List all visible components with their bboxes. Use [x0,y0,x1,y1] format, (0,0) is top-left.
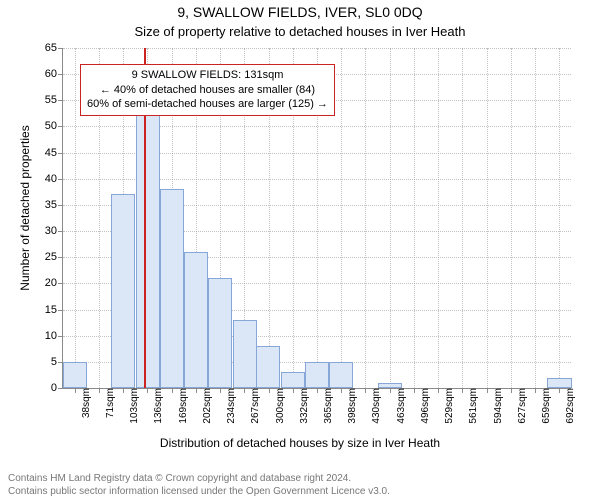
gridline-vertical [511,48,512,388]
chart-title-address: 9, SWALLOW FIELDS, IVER, SL0 0DQ [0,4,600,20]
x-tick-label: 169sqm [172,388,189,424]
x-tick-label: 300sqm [269,388,286,424]
histogram-bar [329,362,353,388]
x-tick-label: 267sqm [244,388,261,424]
histogram-bar [378,383,402,388]
footer-line1: Contains HM Land Registry data © Crown c… [8,472,390,485]
x-tick-label: 496sqm [414,388,431,424]
histogram-bar [184,252,208,388]
footer-line2: Contains public sector information licen… [8,485,390,498]
y-tick-label: 50 [45,120,63,132]
y-tick-label: 60 [45,68,63,80]
attribution-footer: Contains HM Land Registry data © Crown c… [8,472,390,498]
gridline-vertical [487,48,488,388]
x-tick-label: 202sqm [196,388,213,424]
histogram-bar [305,362,329,388]
y-tick-label: 55 [45,94,63,106]
x-tick-label: 594sqm [487,388,504,424]
x-tick-label: 136sqm [147,388,164,424]
x-tick-label: 103sqm [123,388,140,424]
x-tick-label: 38sqm [75,388,92,418]
histogram-bar [233,320,257,388]
x-tick-label: 234sqm [220,388,237,424]
y-tick-label: 0 [51,382,63,394]
x-tick-label: 332sqm [293,388,310,424]
x-tick-label: 692sqm [559,388,576,424]
histogram-bar [160,189,184,388]
histogram-bar [208,278,232,388]
x-tick-label: 365sqm [317,388,334,424]
histogram-bar [111,194,135,388]
annotation-line1: 9 SWALLOW FIELDS: 131sqm [87,68,328,83]
gridline-vertical [535,48,536,388]
chart-title-subtitle: Size of property relative to detached ho… [0,24,600,39]
gridline-vertical [414,48,415,388]
x-tick-label: 430sqm [365,388,382,424]
y-tick-label: 20 [45,277,63,289]
x-tick-label: 659sqm [535,388,552,424]
gridline-vertical [559,48,560,388]
x-tick-label: 529sqm [438,388,455,424]
x-tick-label: 398sqm [341,388,358,424]
x-tick-label: 71sqm [99,388,116,418]
gridline-vertical [341,48,342,388]
histogram-bar [281,372,305,388]
gridline-vertical [438,48,439,388]
y-tick-label: 35 [45,199,63,211]
x-tick-label: 561sqm [462,388,479,424]
gridline-vertical [75,48,76,388]
y-tick-label: 5 [51,356,63,368]
x-tick-label: 627sqm [511,388,528,424]
annotation-box: 9 SWALLOW FIELDS: 131sqm← 40% of detache… [80,64,335,117]
y-tick-label: 40 [45,173,63,185]
x-tick-label: 463sqm [390,388,407,424]
y-tick-label: 65 [45,42,63,54]
y-tick-label: 10 [45,330,63,342]
histogram-bar [136,111,160,388]
y-tick-label: 25 [45,251,63,263]
gridline-vertical [365,48,366,388]
annotation-line2: ← 40% of detached houses are smaller (84… [87,83,328,98]
gridline-vertical [390,48,391,388]
histogram-bar [63,362,87,388]
plot-area: 0510152025303540455055606538sqm71sqm103s… [62,48,571,389]
y-tick-label: 30 [45,225,63,237]
y-axis-label: Number of detached properties [18,108,32,308]
histogram-bar [547,378,571,388]
y-tick-label: 15 [45,304,63,316]
annotation-line3: 60% of semi-detached houses are larger (… [87,97,328,112]
histogram-bar [256,346,280,388]
gridline-vertical [462,48,463,388]
x-axis-label: Distribution of detached houses by size … [0,436,600,450]
y-tick-label: 45 [45,147,63,159]
